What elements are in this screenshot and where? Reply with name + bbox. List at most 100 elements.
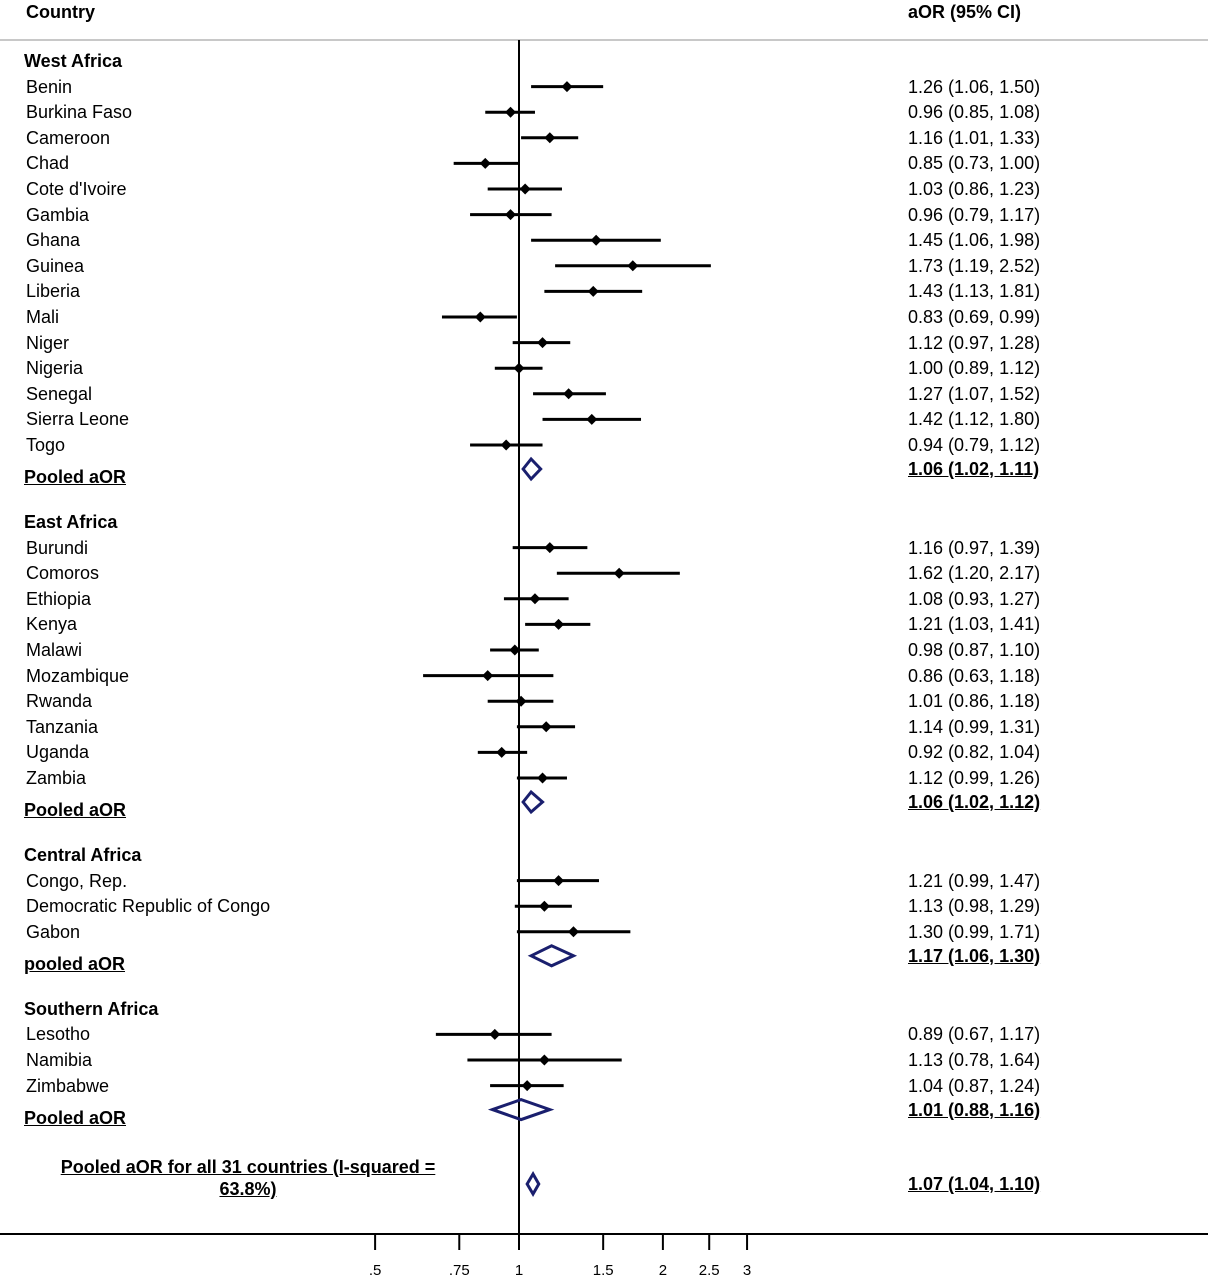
study-label: Cote d'Ivoire bbox=[26, 179, 127, 199]
study-label: Burkina Faso bbox=[26, 102, 133, 123]
point-estimate bbox=[613, 567, 625, 579]
study-estimate-text: 0.94 (0.79, 1.12) bbox=[908, 435, 1041, 455]
study-label: Gabon bbox=[26, 921, 81, 942]
point-estimate bbox=[513, 362, 525, 374]
study-label: Nigeria bbox=[26, 358, 84, 379]
point-estimate bbox=[538, 1054, 550, 1066]
study-label: Ghana bbox=[26, 230, 81, 251]
study-label: Togo bbox=[26, 435, 66, 455]
study-label: Uganda bbox=[26, 742, 90, 763]
x-tick-label: 2 bbox=[658, 1262, 668, 1279]
study-estimate-text: 1.26 (1.06, 1.50) bbox=[908, 76, 1041, 97]
column-header-aor: aOR (95% CI) bbox=[908, 2, 1022, 22]
study-estimate-text: 1.03 (0.86, 1.23) bbox=[908, 179, 1041, 199]
pooled-label: Pooled aOR bbox=[24, 1107, 127, 1128]
study-estimate-text: 1.08 (0.93, 1.27) bbox=[908, 588, 1041, 609]
study-label: Congo, Rep. bbox=[26, 870, 128, 891]
point-estimate bbox=[540, 721, 552, 733]
study-estimate-text: 1.00 (0.89, 1.12) bbox=[908, 358, 1041, 379]
x-tick-label: .75 bbox=[448, 1262, 470, 1279]
study-estimate-text: 0.83 (0.69, 0.99) bbox=[908, 307, 1041, 327]
study-estimate-text: 1.01 (0.86, 1.18) bbox=[908, 691, 1041, 712]
study-estimate-text: 1.73 (1.19, 2.52) bbox=[908, 255, 1041, 276]
study-label: Mali bbox=[26, 307, 60, 327]
study-label: Benin bbox=[26, 76, 73, 97]
study-label: Guinea bbox=[26, 255, 85, 276]
study-estimate-text: 1.14 (0.99, 1.31) bbox=[908, 716, 1041, 737]
study-estimate-text: 1.04 (0.87, 1.24) bbox=[908, 1075, 1041, 1096]
pooled-estimate-text: 1.17 (1.06, 1.30) bbox=[908, 945, 1041, 966]
pooled-diamond bbox=[527, 944, 578, 968]
point-estimate bbox=[590, 234, 602, 246]
study-estimate-text: 0.92 (0.82, 1.04) bbox=[908, 742, 1041, 763]
point-estimate bbox=[544, 132, 556, 144]
study-label: Liberia bbox=[26, 281, 81, 302]
study-label: Namibia bbox=[26, 1050, 93, 1070]
pooled-diamond bbox=[521, 456, 543, 482]
group-heading: Southern Africa bbox=[24, 998, 159, 1019]
study-label: Ethiopia bbox=[26, 588, 92, 609]
study-estimate-text: 1.62 (1.20, 2.17) bbox=[908, 563, 1041, 584]
study-label: Sierra Leone bbox=[26, 409, 130, 430]
point-estimate bbox=[586, 413, 598, 425]
study-estimate-text: 1.13 (0.78, 1.64) bbox=[908, 1050, 1041, 1070]
pooled-estimate-text: 1.01 (0.88, 1.16) bbox=[908, 1099, 1041, 1120]
study-label: Kenya bbox=[26, 614, 78, 635]
study-label: Gambia bbox=[26, 204, 90, 225]
study-estimate-text: 1.16 (0.97, 1.39) bbox=[908, 537, 1041, 558]
study-estimate-text: 0.86 (0.63, 1.18) bbox=[908, 665, 1041, 686]
study-label: Tanzania bbox=[26, 716, 99, 737]
point-estimate bbox=[479, 157, 491, 169]
point-estimate bbox=[500, 439, 512, 451]
point-estimate bbox=[587, 285, 599, 297]
x-tick-label: 2.5 bbox=[698, 1262, 720, 1279]
study-estimate-text: 1.45 (1.06, 1.98) bbox=[908, 230, 1041, 251]
group-heading: East Africa bbox=[24, 512, 118, 532]
study-estimate-text: 0.96 (0.79, 1.17) bbox=[908, 204, 1041, 225]
point-estimate bbox=[567, 926, 579, 938]
study-estimate-text: 1.27 (1.07, 1.52) bbox=[908, 383, 1041, 404]
column-header-country: Country bbox=[26, 2, 95, 22]
overall-pooled-estimate-text: 1.07 (1.04, 1.10) bbox=[908, 1174, 1041, 1194]
x-tick-label: 1.5 bbox=[592, 1262, 614, 1279]
study-label: Mozambique bbox=[26, 665, 130, 686]
group-heading: Central Africa bbox=[24, 845, 142, 865]
point-estimate bbox=[544, 542, 556, 554]
study-label: Burundi bbox=[26, 537, 89, 558]
point-estimate bbox=[537, 772, 549, 784]
point-estimate bbox=[563, 388, 575, 400]
point-estimate bbox=[553, 618, 565, 630]
study-estimate-text: 0.96 (0.85, 1.08) bbox=[908, 102, 1041, 123]
point-estimate bbox=[505, 209, 517, 221]
study-label: Senegal bbox=[26, 383, 93, 404]
overall-pooled-diamond bbox=[525, 1171, 541, 1197]
study-label: Democratic Republic of Congo bbox=[26, 896, 271, 917]
point-estimate bbox=[482, 670, 494, 682]
pooled-estimate-text: 1.06 (1.02, 1.12) bbox=[908, 792, 1041, 812]
study-estimate-text: 1.21 (0.99, 1.47) bbox=[908, 870, 1041, 891]
study-label: Zambia bbox=[26, 768, 87, 788]
group-heading: West Africa bbox=[24, 51, 123, 71]
point-estimate bbox=[505, 106, 517, 118]
pooled-label: Pooled aOR bbox=[24, 800, 127, 820]
point-estimate bbox=[537, 337, 549, 349]
pooled-diamond bbox=[487, 1098, 555, 1122]
pooled-diamond bbox=[521, 789, 545, 815]
study-estimate-text: 1.12 (0.97, 1.28) bbox=[908, 332, 1041, 353]
study-estimate-text: 0.85 (0.73, 1.00) bbox=[908, 153, 1041, 174]
study-estimate-text: 1.21 (1.03, 1.41) bbox=[908, 614, 1041, 635]
study-label: Niger bbox=[26, 332, 70, 353]
point-estimate bbox=[474, 311, 486, 323]
point-estimate bbox=[515, 695, 527, 707]
study-label: Lesotho bbox=[26, 1024, 91, 1045]
point-estimate bbox=[519, 183, 531, 195]
pooled-label: Pooled aOR bbox=[24, 467, 127, 487]
x-tick-label: .5 bbox=[368, 1262, 382, 1279]
study-label: Rwanda bbox=[26, 691, 93, 712]
point-estimate bbox=[627, 260, 639, 272]
overall-pooled-label: Pooled aOR for all 31 countries (I-squar… bbox=[60, 1157, 436, 1199]
study-label: Chad bbox=[26, 153, 70, 174]
study-estimate-text: 1.16 (1.01, 1.33) bbox=[908, 127, 1041, 148]
study-estimate-text: 0.89 (0.67, 1.17) bbox=[908, 1024, 1041, 1045]
